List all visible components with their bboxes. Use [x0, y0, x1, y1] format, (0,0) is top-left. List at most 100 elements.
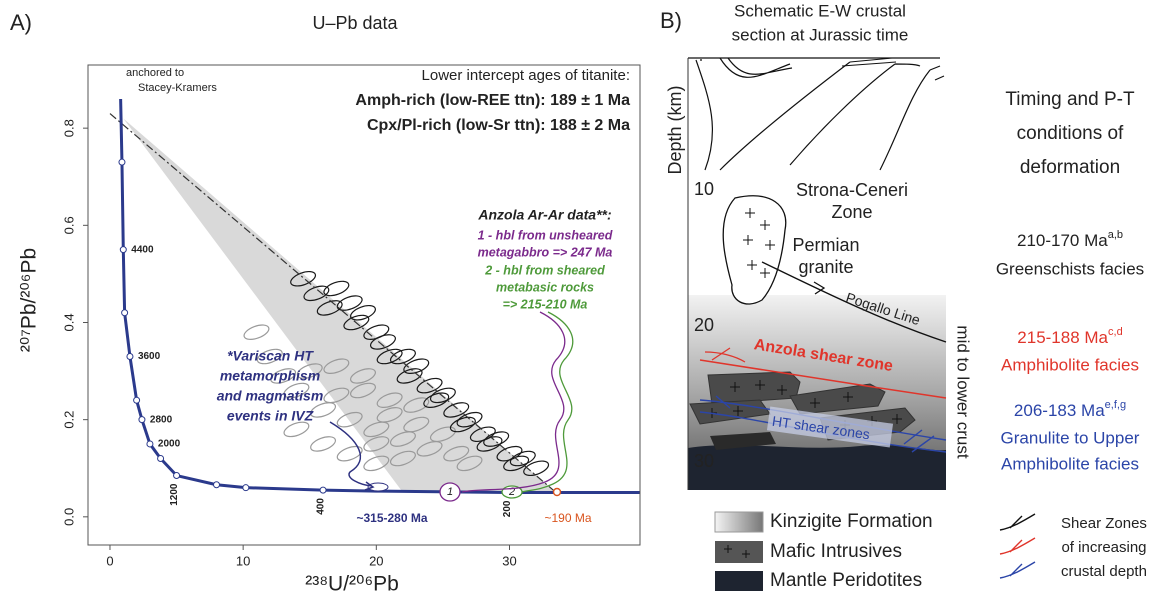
age-label: 2800 [150, 414, 173, 425]
x-tick-label: 20 [369, 553, 383, 568]
x-tick-label: 30 [502, 553, 516, 568]
x-tick-label: 0 [106, 553, 113, 568]
facies: Granulite to Upper [1001, 428, 1140, 447]
depth-tick: 30 [694, 451, 714, 471]
annotation: 1 - hbl from unsheared [478, 228, 613, 242]
legend-label: Mantle Peridotites [770, 570, 922, 591]
annotation: *Variscan HT [227, 348, 314, 364]
panel-title: Schematic E-W crustal [734, 1, 906, 20]
mafic-body [708, 372, 800, 404]
facies: Amphibolite facies [1001, 454, 1139, 473]
age-label: 4400 [131, 244, 154, 255]
fault [696, 58, 944, 170]
unit-label: Permian [792, 235, 859, 255]
y-tick-label: 0.8 [61, 119, 76, 137]
unit-label: granite [798, 257, 853, 277]
timing-title: conditions of [1017, 123, 1124, 144]
unit-label: mid to lower crust [954, 325, 973, 458]
data-ellipse [242, 322, 271, 342]
facies: Greenschists facies [996, 259, 1144, 278]
unit-label: Zone [831, 202, 872, 222]
age-marker [122, 310, 128, 316]
y-tick-label: 0.4 [61, 313, 76, 331]
annotation: and magmatism [217, 388, 324, 404]
depth-tick: 20 [694, 315, 714, 335]
marker-label: 1 [447, 486, 453, 498]
legend-label: Shear Zones [1061, 515, 1147, 532]
age: 215-188 Ma [1017, 328, 1108, 347]
legend-label: of increasing [1061, 539, 1146, 556]
panel-label: A) [10, 10, 32, 35]
timing-title: Timing and P-T [1005, 89, 1135, 110]
panel-label: B) [660, 8, 682, 33]
age-marker [127, 353, 133, 359]
age-marker [174, 473, 180, 479]
annotation: 2 - hbl from sheared [484, 263, 605, 277]
data-ellipse [309, 434, 338, 454]
marker-190 [554, 489, 561, 496]
age: 206-183 Ma [1014, 401, 1105, 420]
age-marker [214, 482, 220, 488]
fault [842, 58, 896, 66]
panel-a: A) U–Pb data 0 10 20 30 0.0 0.2 0.4 0.6 0.8 4400 3… [10, 10, 640, 596]
age-label: 200 [502, 500, 513, 517]
refs: c,d [1108, 326, 1123, 338]
age-marker [147, 441, 153, 447]
legend-swatch [715, 512, 763, 532]
chart-title: U–Pb data [312, 13, 398, 33]
age-label: 3600 [138, 351, 161, 362]
timing-age: 215-188 Mac,d [1017, 326, 1122, 348]
legend-icon [1000, 514, 1035, 530]
age-marker [134, 397, 140, 403]
y-tick-label: 0.2 [61, 411, 76, 429]
annotation: anchored to [126, 67, 184, 79]
annotation: Anzola Ar-Ar data**: [477, 207, 611, 223]
annotation: Cpx/Pl-rich (low-Sr ttn): 188 ± 2 Ma [367, 117, 630, 134]
legend-swatch [715, 571, 763, 591]
annotation: Lower intercept ages of titanite: [422, 67, 630, 84]
timing-age: 210-170 Maa,b [1017, 229, 1123, 251]
x-tick-label: 10 [236, 553, 250, 568]
depth-tick: 10 [694, 179, 714, 199]
annotation: => 215-210 Ma [503, 297, 588, 311]
age-marker [119, 159, 125, 165]
x-axis-label: ²³⁸U/²⁰⁶Pb [305, 573, 399, 596]
age-marker [320, 487, 326, 493]
y-tick-label: 0.0 [61, 508, 76, 526]
panel-b: B) Schematic E-W crustal section at Jura… [660, 1, 1147, 591]
data-ellipse [322, 278, 351, 298]
age-marker [158, 456, 164, 462]
age-label: 1200 [169, 483, 180, 506]
y-axis-label: ²⁰⁷Pb/²⁰⁶Pb [18, 248, 41, 352]
figure: A) U–Pb data 0 10 20 30 0.0 0.2 0.4 0.6 0.8 4400 3… [0, 0, 1164, 600]
age-marker [243, 485, 249, 491]
annotation: metamorphism [220, 368, 320, 384]
facies: Amphibolite facies [1001, 355, 1139, 374]
discordia [110, 114, 556, 493]
depth-label: Depth (km) [665, 85, 685, 174]
data-ellipse [335, 293, 364, 313]
timing-age: 206-183 Mae,f,g [1014, 399, 1126, 421]
marker-label: 2 [508, 486, 515, 498]
legend-label: Mafic Intrusives [770, 541, 902, 562]
age-marker [120, 247, 126, 253]
legend-icon [1000, 562, 1035, 578]
refs: e,f,g [1105, 399, 1126, 411]
legend-icon [1000, 538, 1035, 554]
age: 210-170 Ma [1017, 231, 1108, 250]
panel-title: section at Jurassic time [732, 25, 909, 44]
legend-label: Kinzigite Formation [770, 511, 933, 532]
peridotite [688, 445, 946, 490]
unit-label: Strona-Ceneri [796, 180, 908, 200]
timing-title: deformation [1020, 157, 1120, 178]
age-marker [139, 417, 145, 423]
legend-label: crustal depth [1061, 563, 1147, 580]
annotation: ~190 Ma [544, 511, 591, 525]
annotation: metabasic rocks [496, 280, 594, 294]
annotation: Amph-rich (low-REE ttn): 189 ± 1 Ma [355, 92, 630, 109]
annotation: metagabbro => 247 Ma [478, 245, 613, 259]
legend-swatch [715, 541, 763, 563]
granite [723, 196, 786, 304]
annotation: ~315-280 Ma [356, 511, 427, 525]
y-tick-label: 0.6 [61, 216, 76, 234]
